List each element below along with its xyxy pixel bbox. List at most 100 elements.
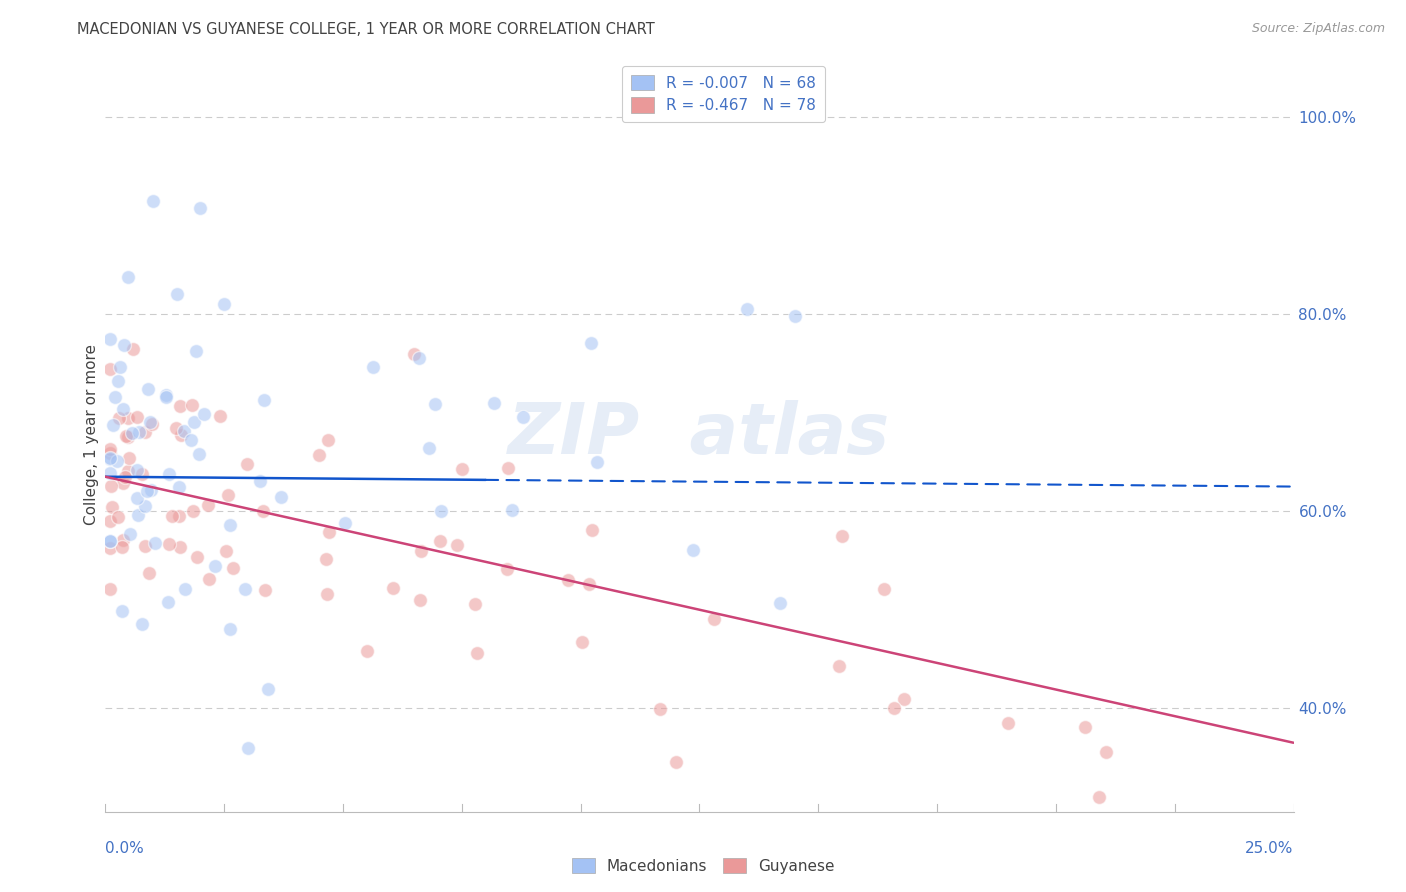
- Point: [735, 302, 758, 317]
- Point: [134, 425, 156, 439]
- Point: [209, 409, 232, 424]
- Point: [783, 309, 806, 323]
- Point: [120, 526, 142, 541]
- Point: [703, 612, 725, 626]
- Text: 0.0%: 0.0%: [105, 841, 145, 856]
- Point: [270, 491, 292, 505]
- Point: [183, 415, 205, 429]
- Point: [180, 398, 202, 412]
- Point: [98, 332, 121, 346]
- Point: [356, 644, 378, 658]
- Point: [167, 508, 190, 523]
- Point: [114, 470, 136, 484]
- Point: [411, 543, 433, 558]
- Point: [155, 390, 177, 404]
- Point: [111, 604, 134, 618]
- Point: [214, 297, 236, 311]
- Point: [197, 498, 219, 512]
- Point: [160, 509, 183, 524]
- Point: [111, 476, 134, 491]
- Point: [571, 635, 593, 649]
- Point: [103, 417, 125, 432]
- Point: [496, 562, 519, 576]
- Point: [174, 582, 197, 596]
- Point: [121, 342, 143, 356]
- Point: [682, 543, 704, 558]
- Point: [115, 429, 138, 443]
- Point: [127, 491, 149, 505]
- Point: [873, 582, 896, 596]
- Point: [156, 595, 179, 609]
- Point: [110, 360, 132, 375]
- Point: [418, 441, 440, 455]
- Point: [117, 269, 139, 284]
- Point: [108, 410, 131, 425]
- Point: [1095, 745, 1118, 759]
- Point: [103, 390, 125, 404]
- Point: [581, 523, 603, 537]
- Point: [831, 529, 853, 543]
- Point: [184, 344, 207, 359]
- Point: [446, 538, 468, 552]
- Point: [217, 488, 239, 502]
- Point: [254, 583, 277, 598]
- Point: [512, 409, 534, 424]
- Point: [101, 500, 124, 515]
- Point: [98, 533, 121, 548]
- Text: MACEDONIAN VS GUYANESE COLLEGE, 1 YEAR OR MORE CORRELATION CHART: MACEDONIAN VS GUYANESE COLLEGE, 1 YEAR O…: [77, 22, 655, 37]
- Point: [257, 682, 280, 697]
- Point: [173, 424, 195, 438]
- Legend: Macedonians, Guyanese: Macedonians, Guyanese: [565, 852, 841, 880]
- Point: [98, 450, 121, 465]
- Point: [111, 533, 134, 548]
- Point: [315, 551, 337, 566]
- Point: [236, 740, 259, 755]
- Point: [98, 362, 121, 376]
- Point: [98, 442, 121, 456]
- Point: [112, 337, 135, 351]
- Point: [219, 623, 242, 637]
- Point: [197, 572, 219, 586]
- Point: [105, 453, 128, 467]
- Point: [382, 582, 405, 596]
- Point: [215, 544, 238, 558]
- Point: [883, 701, 905, 715]
- Point: [157, 537, 180, 551]
- Point: [409, 593, 432, 607]
- Point: [111, 540, 134, 554]
- Point: [121, 425, 143, 440]
- Point: [139, 415, 162, 429]
- Point: [1088, 789, 1111, 804]
- Y-axis label: College, 1 year or more: College, 1 year or more: [83, 344, 98, 525]
- Point: [482, 396, 505, 410]
- Point: [181, 504, 204, 518]
- Point: [318, 433, 340, 447]
- Point: [430, 503, 453, 517]
- Point: [98, 466, 121, 480]
- Point: [828, 658, 851, 673]
- Point: [118, 450, 141, 465]
- Point: [117, 410, 139, 425]
- Point: [188, 447, 211, 461]
- Point: [361, 360, 384, 375]
- Point: [190, 201, 212, 215]
- Point: [204, 558, 226, 573]
- Point: [125, 463, 148, 477]
- Point: [235, 582, 257, 596]
- Point: [498, 460, 520, 475]
- Point: [408, 351, 430, 366]
- Point: [98, 582, 121, 597]
- Point: [117, 465, 139, 479]
- Point: [249, 475, 271, 489]
- Point: [557, 573, 579, 587]
- Point: [308, 448, 330, 462]
- Point: [98, 445, 121, 459]
- Point: [579, 335, 602, 350]
- Point: [186, 549, 208, 564]
- Point: [169, 540, 191, 554]
- Point: [142, 194, 165, 208]
- Point: [665, 756, 688, 770]
- Point: [451, 462, 474, 476]
- Point: [997, 716, 1019, 731]
- Point: [404, 346, 426, 360]
